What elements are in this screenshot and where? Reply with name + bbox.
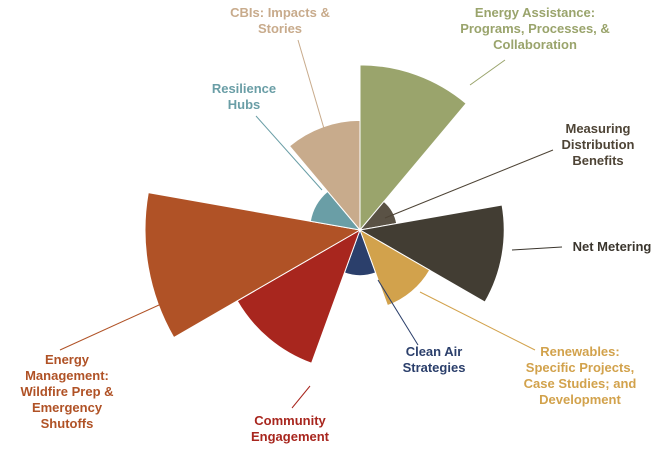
label-line: CBIs: Impacts &	[230, 5, 330, 20]
label-line: Collaboration	[493, 37, 577, 52]
label-line: Energy Assistance:	[475, 5, 595, 20]
leader-line-energy-management-wildfire-prep-emergency-shutoffs	[59, 299, 171, 351]
label-renewables-specific-projects-case-studies-and-development: Renewables: Specific Projects, Case Studie…	[524, 344, 637, 407]
label-line: Energy	[45, 352, 90, 367]
leader-line-cbis-impacts-stories	[297, 39, 326, 133]
label-line: Clean Air	[406, 344, 463, 359]
label-line: Specific Projects,	[526, 360, 634, 375]
label-line: Strategies	[403, 360, 466, 375]
label-clean-air-strategies: Clean Air Strategies	[403, 344, 466, 375]
label-line: Case Studies; and	[524, 376, 637, 391]
label-line: Hubs	[228, 97, 261, 112]
label-line: Management:	[25, 368, 109, 383]
label-line: Benefits	[572, 153, 623, 168]
label-energy-assistance-programs-processes-collaboration: Energy Assistance: Programs, Processes, &…	[460, 5, 610, 52]
label-line: Measuring	[565, 121, 630, 136]
label-net-metering: Net Metering	[573, 239, 652, 254]
leader-line-net-metering	[511, 246, 563, 251]
label-energy-management-wildfire-prep-emergency-shutoffs: Energy Management: Wildfire Prep & Emergenc…	[20, 352, 113, 431]
leader-line-community-engagement	[291, 385, 311, 409]
slice-renewables-specific-projects-case-studies-and-development	[359, 228, 431, 307]
slice-energy-management-wildfire-prep-emergency-shutoffs	[144, 192, 362, 339]
slice-community-engagement	[236, 228, 361, 364]
label-line: Emergency	[32, 400, 103, 415]
label-line: Net Metering	[573, 239, 652, 254]
slice-energy-assistance-programs-processes-collaboration	[359, 64, 467, 232]
label-cbis-impacts-stories: CBIs: Impacts & Stories	[230, 5, 330, 36]
label-line: Community	[254, 413, 326, 428]
label-line: Shutoffs	[41, 416, 94, 431]
label-line: Engagement	[251, 429, 330, 444]
chart-leader-lines	[59, 39, 563, 409]
label-line: Development	[539, 392, 621, 407]
label-line: Renewables:	[540, 344, 619, 359]
label-measuring-distribution-benefits: Measuring Distribution Benefits	[562, 121, 635, 168]
label-line: Programs, Processes, &	[460, 21, 610, 36]
leader-line-energy-assistance-programs-processes-collaboration	[469, 59, 506, 86]
leader-line-resilience-hubs	[255, 115, 323, 191]
label-community-engagement: Community Engagement	[251, 413, 330, 444]
leader-line-clean-air-strategies	[377, 279, 419, 346]
label-line: Distribution	[562, 137, 635, 152]
chart-wedges	[144, 64, 505, 364]
label-line: Stories	[258, 21, 302, 36]
slice-net-metering	[358, 204, 505, 303]
label-resilience-hubs: Resilience Hubs	[212, 81, 276, 112]
label-line: Wildfire Prep &	[20, 384, 113, 399]
label-line: Resilience	[212, 81, 276, 96]
chart-labels: Energy Assistance: Programs, Processes, &…	[20, 5, 651, 444]
slice-cbis-impacts-stories	[288, 119, 361, 232]
leader-line-renewables-specific-projects-case-studies-and-development	[419, 291, 536, 351]
leader-line-measuring-distribution-benefits	[384, 149, 554, 219]
